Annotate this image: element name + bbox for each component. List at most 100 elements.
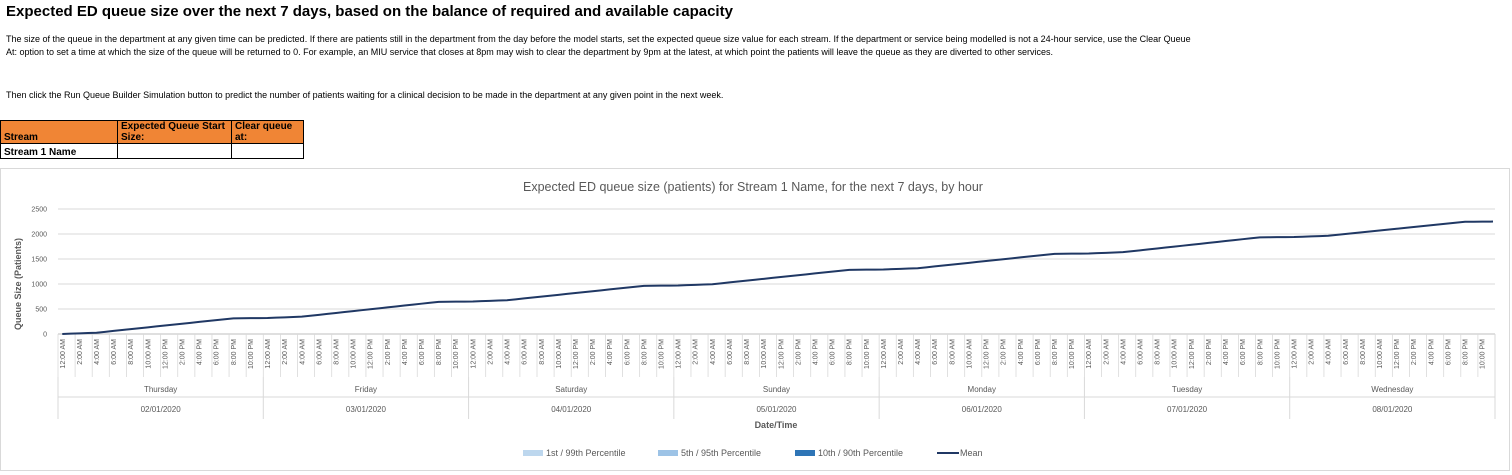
x-tick-label: 12:00 PM bbox=[162, 339, 169, 369]
stream-name-cell: Stream 1 Name bbox=[0, 143, 118, 159]
chart-legend: 1st / 99th Percentile 5th / 95th Percenti… bbox=[523, 448, 983, 458]
x-tick-label: 2:00 AM bbox=[1103, 339, 1110, 365]
x-tick-label: 8:00 PM bbox=[847, 339, 854, 365]
x-tick-label: 10:00 PM bbox=[659, 339, 666, 369]
chart-title: Expected ED queue size (patients) for St… bbox=[523, 180, 983, 194]
day-name-label: Friday bbox=[355, 385, 377, 394]
x-tick-label: 12:00 PM bbox=[778, 339, 785, 369]
x-tick-label: 6:00 AM bbox=[1343, 339, 1350, 365]
instructions-paragraph: The size of the queue in the department … bbox=[6, 34, 1191, 57]
x-tick-label: 10:00 AM bbox=[351, 339, 358, 369]
y-tick-label: 500 bbox=[35, 307, 47, 314]
header-start-size: Expected Queue Start Size: bbox=[117, 120, 232, 144]
x-tick-label: 10:00 PM bbox=[1069, 339, 1076, 369]
legend-label: 5th / 95th Percentile bbox=[681, 448, 761, 458]
x-tick-label: 10:00 PM bbox=[864, 339, 871, 369]
x-tick-label: 8:00 PM bbox=[1257, 339, 1264, 365]
x-tick-label: 4:00 AM bbox=[915, 339, 922, 365]
legend-swatch bbox=[658, 450, 678, 456]
x-tick-label: 8:00 AM bbox=[1155, 339, 1162, 365]
x-tick-label: 2:00 AM bbox=[693, 339, 700, 365]
x-tick-label: 12:00 PM bbox=[573, 339, 580, 369]
day-name-label: Monday bbox=[968, 385, 996, 394]
x-tick-label: 4:00 PM bbox=[402, 339, 409, 365]
x-tick-label: 6:00 AM bbox=[522, 339, 529, 365]
x-tick-label: 12:00 AM bbox=[1086, 339, 1093, 369]
x-tick-label: 6:00 PM bbox=[1240, 339, 1247, 365]
x-tick-label: 8:00 AM bbox=[128, 339, 135, 365]
x-tick-label: 8:00 PM bbox=[436, 339, 443, 365]
day-date-label: 07/01/2020 bbox=[1167, 405, 1208, 414]
x-tick-label: 8:00 PM bbox=[1463, 339, 1470, 365]
x-tick-label: 2:00 PM bbox=[1411, 339, 1418, 365]
day-date-label: 04/01/2020 bbox=[551, 405, 592, 414]
run-simulation-instructions: Then click the Run Queue Builder Simulat… bbox=[6, 90, 724, 100]
x-tick-label: 12:00 PM bbox=[1189, 339, 1196, 369]
x-tick-label: 4:00 PM bbox=[1428, 339, 1435, 365]
x-tick-label: 8:00 AM bbox=[333, 339, 340, 365]
x-tick-label: 8:00 AM bbox=[1360, 339, 1367, 365]
y-tick-label: 2500 bbox=[31, 207, 47, 214]
x-tick-label: 4:00 AM bbox=[505, 339, 512, 365]
x-tick-label: 12:00 PM bbox=[1394, 339, 1401, 369]
x-tick-label: 8:00 PM bbox=[231, 339, 238, 365]
x-tick-label: 4:00 PM bbox=[812, 339, 819, 365]
x-tick-label: 10:00 AM bbox=[966, 339, 973, 369]
x-tick-label: 6:00 AM bbox=[932, 339, 939, 365]
x-tick-label: 12:00 AM bbox=[265, 339, 272, 369]
x-tick-label: 2:00 PM bbox=[1206, 339, 1213, 365]
x-tick-label: 2:00 AM bbox=[487, 339, 494, 365]
day-name-label: Wednesday bbox=[1371, 385, 1413, 394]
day-date-label: 05/01/2020 bbox=[756, 405, 797, 414]
x-tick-label: 10:00 AM bbox=[145, 339, 152, 369]
x-tick-label: 8:00 AM bbox=[949, 339, 956, 365]
x-tick-label: 4:00 AM bbox=[299, 339, 306, 365]
x-tick-label: 10:00 PM bbox=[1480, 339, 1487, 369]
x-tick-label: 6:00 AM bbox=[1138, 339, 1145, 365]
clear-at-input[interactable] bbox=[231, 143, 304, 159]
day-date-label: 06/01/2020 bbox=[962, 405, 1003, 414]
x-tick-label: 6:00 PM bbox=[830, 339, 837, 365]
chart-series bbox=[62, 220, 1494, 335]
legend-label: Mean bbox=[960, 448, 983, 458]
x-tick-label: 12:00 AM bbox=[676, 339, 683, 369]
x-tick-label: 12:00 AM bbox=[470, 339, 477, 369]
x-tick-label: 2:00 PM bbox=[385, 339, 392, 365]
x-tick-label: 4:00 PM bbox=[607, 339, 614, 365]
x-axis-ticks: 12:00 AM 2:00 AM 4:00 AM 6:00 AM 8:00 AM 10:0… bbox=[57, 334, 1487, 377]
queue-chart-svg: Expected ED queue size (patients) for St… bbox=[13, 180, 1496, 458]
x-tick-label: 8:00 PM bbox=[641, 339, 648, 365]
x-tick-label: 10:00 PM bbox=[1274, 339, 1281, 369]
day-name-label: Saturday bbox=[555, 385, 587, 394]
x-tick-label: 4:00 AM bbox=[710, 339, 717, 365]
x-tick-label: 12:00 AM bbox=[60, 339, 67, 369]
table-header-row: Stream Expected Queue Start Size: Clear … bbox=[0, 120, 304, 144]
mean-series-line bbox=[62, 220, 1494, 335]
y-axis-label: Queue Size (Patients) bbox=[13, 238, 23, 330]
x-tick-label: 2:00 PM bbox=[1001, 339, 1008, 365]
start-size-input[interactable] bbox=[117, 143, 232, 159]
day-name-label: Sunday bbox=[763, 385, 790, 394]
x-tick-label: 12:00 PM bbox=[368, 339, 375, 369]
y-tick-label: 1000 bbox=[31, 282, 47, 289]
x-tick-label: 10:00 AM bbox=[761, 339, 768, 369]
x-tick-label: 8:00 PM bbox=[1052, 339, 1059, 365]
day-date-label: 08/01/2020 bbox=[1372, 405, 1413, 414]
x-tick-label: 2:00 PM bbox=[795, 339, 802, 365]
x-tick-label: 10:00 PM bbox=[248, 339, 255, 369]
legend-swatch bbox=[795, 450, 815, 456]
x-tick-label: 6:00 AM bbox=[727, 339, 734, 365]
x-tick-label: 4:00 AM bbox=[1120, 339, 1127, 365]
x-axis-label: Date/Time bbox=[755, 420, 798, 430]
x-tick-label: 2:00 PM bbox=[180, 339, 187, 365]
queue-chart[interactable]: Expected ED queue size (patients) for St… bbox=[0, 168, 1510, 471]
day-date-label: 02/01/2020 bbox=[141, 405, 182, 414]
x-tick-label: 6:00 PM bbox=[214, 339, 221, 365]
x-tick-label: 6:00 AM bbox=[316, 339, 323, 365]
x-tick-label: 6:00 PM bbox=[1035, 339, 1042, 365]
x-tick-label: 8:00 AM bbox=[539, 339, 546, 365]
x-tick-label: 4:00 PM bbox=[1223, 339, 1230, 365]
x-axis-day-groups: Thursday 02/01/2020 Friday 03/01/2020 Saturd… bbox=[57, 334, 1496, 419]
x-tick-label: 4:00 PM bbox=[197, 339, 204, 365]
x-tick-label: 6:00 PM bbox=[1445, 339, 1452, 365]
